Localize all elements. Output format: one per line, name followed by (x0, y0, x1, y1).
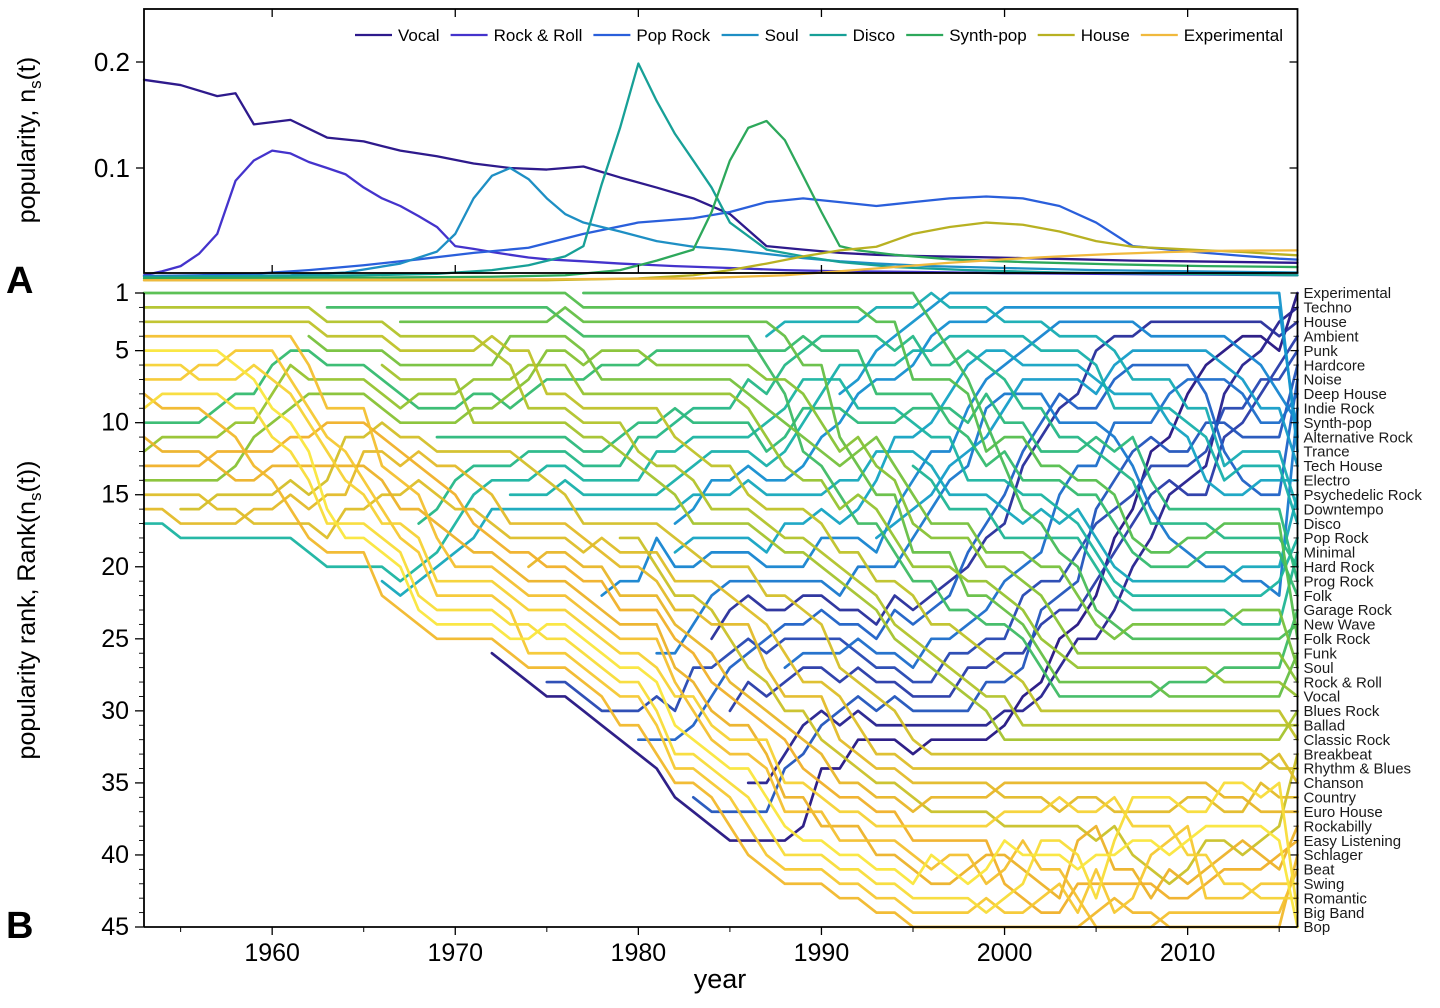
svg-text:1970: 1970 (427, 939, 483, 967)
svg-text:5: 5 (115, 337, 129, 365)
svg-text:35: 35 (101, 769, 129, 797)
svg-text:40: 40 (101, 841, 129, 869)
svg-text:2010: 2010 (1160, 939, 1216, 967)
svg-text:20: 20 (101, 553, 129, 581)
svg-text:25: 25 (101, 625, 129, 653)
svg-text:Rock & Roll: Rock & Roll (494, 26, 583, 45)
svg-text:year: year (694, 964, 747, 994)
svg-text:A: A (6, 260, 33, 302)
svg-text:1980: 1980 (611, 939, 667, 967)
svg-text:Disco: Disco (853, 26, 896, 45)
svg-text:0.1: 0.1 (94, 153, 130, 183)
svg-text:30: 30 (101, 697, 129, 725)
svg-text:Bop: Bop (1304, 919, 1331, 936)
svg-text:10: 10 (101, 409, 129, 437)
svg-text:House: House (1081, 26, 1130, 45)
svg-text:0.2: 0.2 (94, 47, 130, 77)
svg-text:Synth-pop: Synth-pop (949, 26, 1026, 45)
svg-text:45: 45 (101, 913, 129, 941)
svg-text:Vocal: Vocal (398, 26, 440, 45)
svg-text:15: 15 (101, 481, 129, 509)
svg-text:Experimental: Experimental (1184, 26, 1283, 45)
svg-text:popularity rank, Rank(ns(t)): popularity rank, Rank(ns(t)) (13, 461, 45, 760)
svg-text:1990: 1990 (794, 939, 850, 967)
svg-text:1960: 1960 (244, 939, 300, 967)
svg-text:2000: 2000 (977, 939, 1033, 967)
svg-text:Pop Rock: Pop Rock (636, 26, 710, 45)
svg-text:1: 1 (115, 279, 129, 307)
svg-text:Soul: Soul (765, 26, 799, 45)
svg-text:B: B (6, 905, 33, 947)
